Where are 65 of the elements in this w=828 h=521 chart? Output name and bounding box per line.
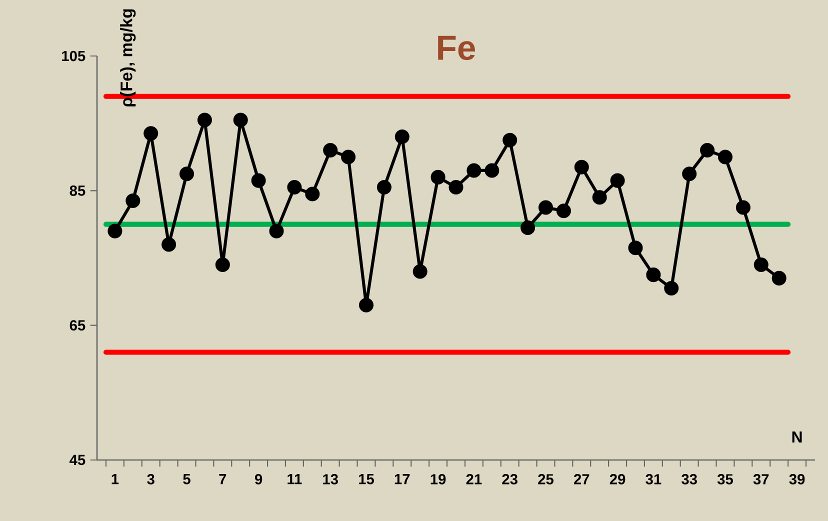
point: [664, 281, 679, 296]
point: [323, 142, 338, 158]
point: [341, 150, 356, 164]
point: [197, 112, 212, 128]
point: [448, 180, 464, 195]
point: [305, 186, 320, 202]
x-tick-label: 27: [574, 474, 590, 484]
point: [700, 142, 715, 158]
point: [430, 170, 446, 184]
point: [538, 200, 554, 215]
point: [736, 200, 750, 215]
x-tick-label: 9: [254, 474, 262, 484]
x-tick-label: 25: [538, 474, 554, 484]
point: [269, 224, 284, 238]
point: [754, 257, 768, 272]
x-tick-label: 19: [430, 474, 446, 484]
point: [412, 264, 428, 279]
x-tick-label: 21: [466, 474, 482, 484]
point: [126, 193, 140, 208]
point: [376, 180, 392, 195]
x-tick-label: 23: [502, 474, 518, 484]
point: [251, 173, 266, 188]
point: [556, 204, 571, 218]
y-tick-label: 45: [70, 454, 86, 466]
point: [144, 126, 158, 141]
x-tick-label: 13: [323, 474, 338, 484]
x-tick-label: 31: [646, 474, 662, 484]
x-tick-label: 3: [147, 474, 154, 484]
point: [646, 268, 661, 282]
point: [502, 132, 518, 148]
x-tick-label: 15: [359, 474, 374, 484]
point: [574, 160, 589, 174]
x-tick-label: 11: [288, 474, 302, 484]
point: [179, 166, 194, 182]
y-tick-label: 85: [70, 185, 86, 196]
point: [358, 298, 374, 312]
point: [592, 190, 607, 205]
point: [772, 270, 786, 286]
x-tick-label: 7: [219, 474, 226, 484]
y-tick-label: 65: [70, 320, 86, 331]
point: [162, 237, 176, 252]
x-tick-label: 35: [717, 474, 733, 484]
point: [108, 224, 122, 238]
point: [628, 240, 643, 256]
point: [233, 112, 248, 128]
y-axis-title: ρ(Fe), mg/kg: [120, 9, 136, 106]
y-tick-label: 105: [62, 50, 86, 62]
x-tick-label: 39: [789, 474, 805, 484]
point: [520, 220, 536, 235]
x-tick-label: 1: [112, 474, 119, 484]
x-axis-title: N: [792, 431, 802, 442]
point: [215, 257, 230, 272]
point: [610, 173, 625, 188]
point: [718, 150, 733, 164]
x-tick-label: 33: [682, 474, 697, 484]
x-tick-label: 37: [753, 474, 769, 484]
point: [484, 163, 500, 178]
point: [466, 163, 482, 178]
chart-title: Fe: [438, 36, 476, 60]
point: [287, 180, 302, 195]
point: [682, 166, 697, 182]
point: [394, 130, 410, 144]
x-tick-label: 29: [610, 474, 626, 484]
x-tick-label: 5: [183, 474, 190, 484]
x-tick-label: 17: [394, 474, 410, 484]
